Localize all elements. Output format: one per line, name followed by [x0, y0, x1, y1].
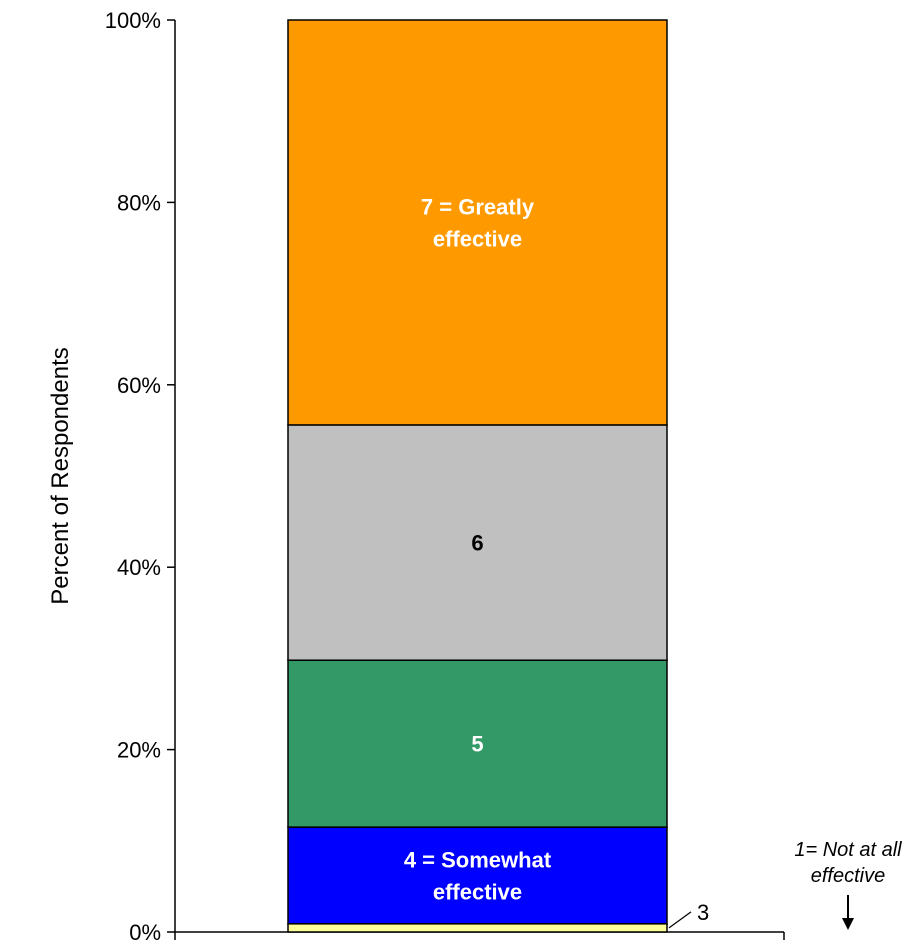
y-tick-label: 40% [117, 555, 161, 580]
y-tick-label: 20% [117, 738, 161, 763]
segment-label-3: 3 [697, 900, 709, 925]
y-tick-label: 60% [117, 373, 161, 398]
bar-segment-7-greatly-effective [287, 19, 668, 426]
segment-label: 6 [471, 531, 483, 556]
bar-segments [287, 19, 668, 933]
y-tick-label: 100% [105, 8, 161, 33]
y-tick-label: 80% [117, 190, 161, 215]
segment-label: 5 [471, 732, 483, 757]
callout-label-not-effective: 1= Not at all [794, 839, 902, 861]
callout-label-not-effective: effective [811, 865, 885, 887]
segment-label: 7 = Greatly [421, 194, 535, 219]
segment-label: effective [433, 226, 522, 251]
segment-labels: 1= Not at all effective 3 4 = Somewhat effec… [404, 194, 902, 930]
segment-label: effective [433, 879, 522, 904]
y-axis-label: Percent of Respondents [47, 347, 74, 605]
y-axis-ticks: 0% 20% 40% 60% 80% 100% [105, 8, 175, 943]
bar-segment-3 [287, 923, 668, 933]
leader-line-3 [668, 911, 692, 929]
y-tick-label: 0% [129, 920, 161, 943]
callout-arrow-head [842, 918, 854, 930]
segment-label: 4 = Somewhat [404, 847, 552, 872]
bar-segment-4-somewhat-effective [287, 826, 668, 925]
bar-segment-6 [287, 424, 668, 661]
